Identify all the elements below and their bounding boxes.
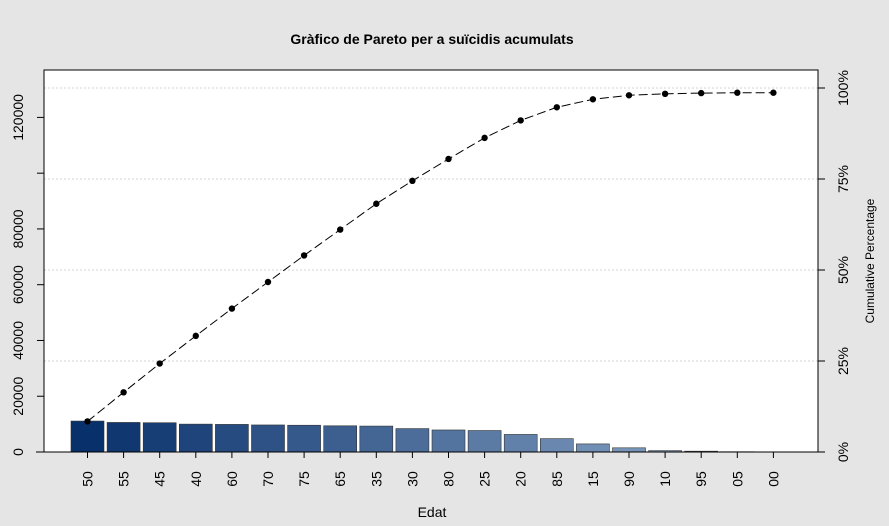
plot-area — [44, 70, 818, 452]
x-tick-label: 65 — [332, 471, 348, 487]
bar — [431, 429, 466, 453]
bar — [576, 443, 610, 453]
axes: 50 55 45 40 60 70 75 65 35 30 80 25 20 85 15 90 10 95 05 00… — [10, 70, 851, 487]
chart-title: Gràfico de Pareto per a suïcidis acumula… — [290, 31, 573, 47]
x-tick-label: 10 — [657, 471, 673, 487]
bar — [467, 430, 502, 453]
x-tick-label: 15 — [585, 471, 601, 487]
y2-axis-label: Cumulative Percentage — [863, 198, 877, 323]
bar — [287, 424, 321, 453]
y2-tick-label: 50% — [835, 256, 851, 284]
cumulative-point — [481, 134, 488, 142]
bar — [215, 424, 249, 453]
x-tick-label: 80 — [441, 471, 457, 487]
cumulative-point — [120, 389, 127, 396]
y2-tick-label: 0% — [835, 442, 851, 462]
cumulative-point — [228, 305, 236, 312]
cumulative-point — [373, 200, 380, 207]
x-tick-label: 25 — [477, 471, 493, 487]
cumulative-point — [192, 332, 199, 340]
cumulative-point — [770, 89, 777, 96]
bar — [179, 423, 213, 453]
y2-tick-label: 100% — [835, 70, 851, 106]
bars — [70, 420, 791, 453]
cumulative-point — [661, 90, 669, 98]
x-tick-label: 75 — [296, 471, 312, 487]
bar — [359, 425, 394, 453]
cumulative-point — [625, 92, 633, 99]
x-axis-label: Edat — [418, 504, 447, 520]
y2-tick-label: 25% — [835, 347, 851, 375]
bar — [612, 447, 646, 453]
x-tick-label: 90 — [621, 471, 637, 487]
bar — [251, 424, 285, 453]
x-tick-label: 05 — [729, 471, 745, 487]
bar — [106, 422, 141, 453]
cumulative-point — [734, 89, 741, 96]
cumulative-line — [84, 89, 777, 425]
x-tick-label: 30 — [404, 471, 420, 487]
cumulative-point — [589, 96, 597, 103]
cumulative-point — [84, 418, 91, 425]
y-tick-label: 0 — [10, 448, 26, 456]
x-tick-label: 85 — [549, 471, 565, 487]
bar — [503, 434, 538, 453]
x-tick-label: 95 — [693, 471, 709, 487]
x-tick-label: 20 — [513, 471, 529, 487]
y-tick-label: 40000 — [10, 321, 26, 360]
y2-tick-label: 75% — [835, 165, 851, 193]
cumulative-point — [698, 89, 705, 97]
cumulative-point — [300, 252, 308, 259]
y-tick-label: 60000 — [10, 265, 26, 304]
y-tick-label: 80000 — [10, 209, 26, 248]
bar — [70, 420, 105, 453]
bar — [395, 428, 430, 453]
cumulative-point — [409, 177, 416, 185]
cumulative-polyline — [87, 92, 774, 422]
x-tick-label: 45 — [152, 471, 168, 487]
bar — [142, 422, 177, 453]
cumulative-point — [264, 278, 272, 286]
cumulative-point — [517, 117, 524, 124]
bar — [539, 438, 574, 453]
cumulative-point — [445, 155, 452, 163]
y-tick-label: 120000 — [10, 94, 26, 141]
x-tick-label: 70 — [260, 471, 276, 487]
cumulative-point — [156, 360, 163, 367]
cumulative-point — [553, 104, 560, 111]
x-tick-label: 55 — [116, 471, 132, 487]
y-tick-label: 20000 — [10, 377, 26, 416]
bar — [323, 425, 358, 453]
x-tick-label: 60 — [224, 471, 240, 487]
cumulative-point — [337, 226, 344, 233]
x-tick-label: 50 — [80, 471, 96, 487]
x-tick-label: 40 — [188, 471, 204, 487]
x-tick-label: 35 — [368, 471, 384, 487]
x-tick-label: 00 — [765, 471, 781, 487]
